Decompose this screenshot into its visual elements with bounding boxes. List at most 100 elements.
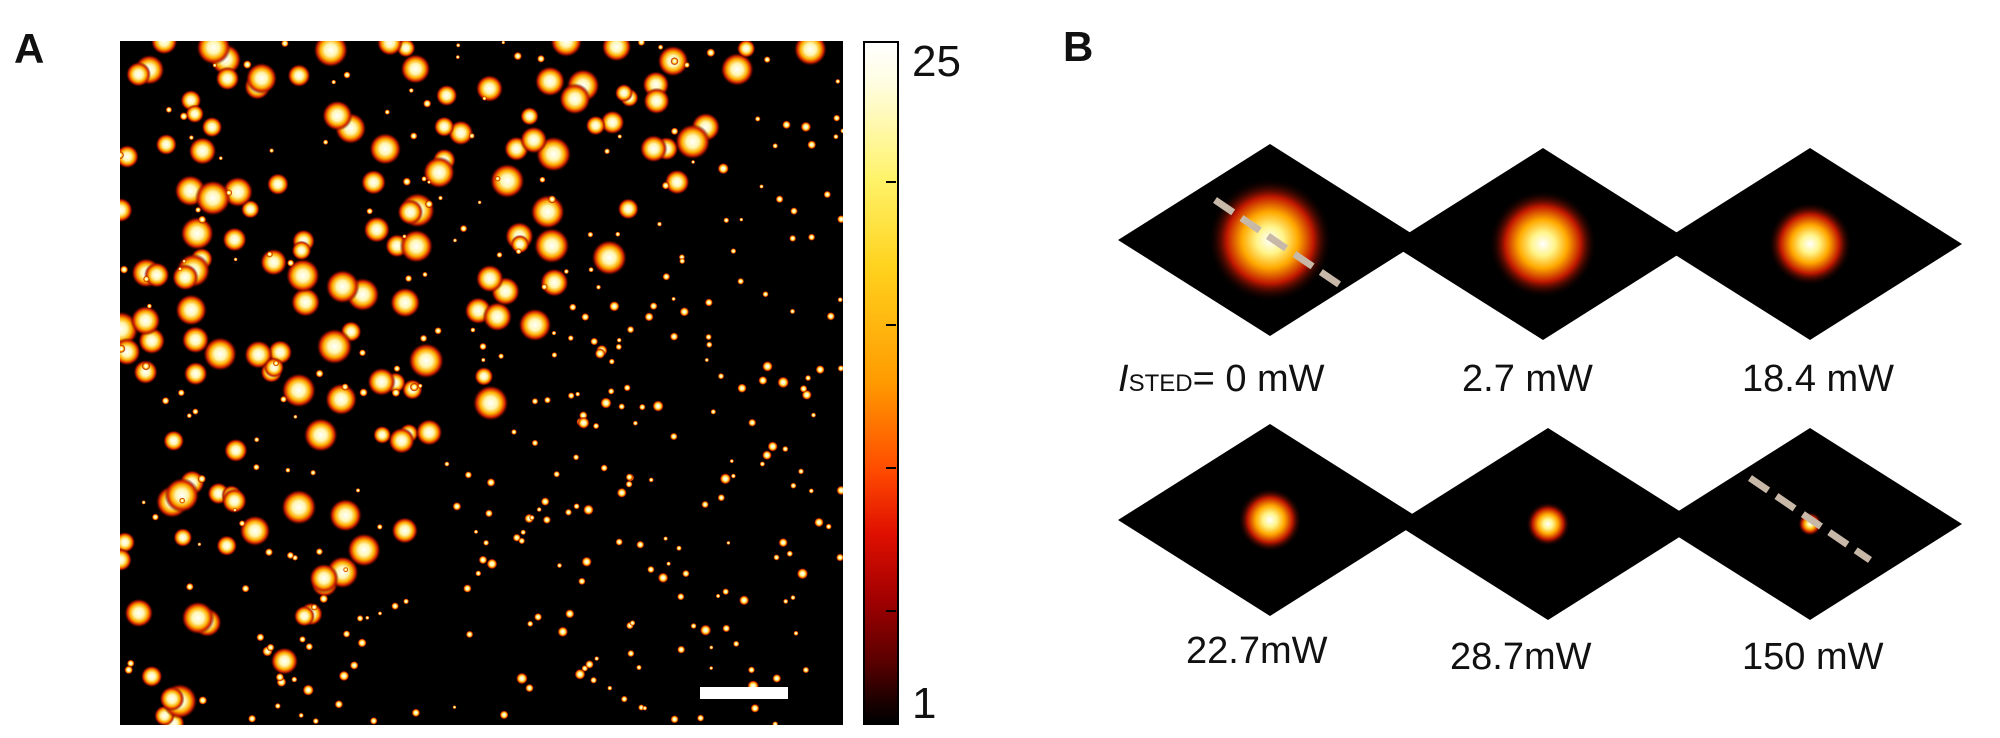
confocal-spot — [367, 367, 396, 396]
sted-spot — [604, 148, 611, 155]
sted-spot — [618, 403, 626, 410]
sted-spot — [212, 63, 218, 68]
confocal-spot — [720, 52, 754, 87]
power-label-0mw: ISTED= 0 mW — [1118, 358, 1325, 400]
confocal-spot — [144, 262, 170, 288]
sted-spot — [498, 353, 505, 360]
confocal-spot — [369, 132, 402, 165]
confocal-spot — [309, 563, 339, 594]
confocal-spot — [120, 197, 133, 223]
sted-spot — [588, 266, 594, 273]
sted-spot — [188, 135, 194, 141]
line-profile-marker — [1748, 475, 1872, 563]
sted-spot — [814, 517, 824, 528]
sted-spot — [656, 221, 663, 227]
sted-spot — [384, 109, 391, 115]
sted-spot — [616, 337, 622, 343]
sted-spot — [739, 217, 744, 222]
sted-spot — [629, 620, 636, 626]
sted-spot — [670, 57, 679, 66]
sted-spot — [758, 375, 768, 386]
sted-spot — [772, 673, 782, 683]
sted-spot — [600, 464, 608, 472]
sted-spot — [525, 683, 534, 693]
sted-spot — [569, 303, 577, 312]
confocal-spot — [281, 373, 317, 408]
confocal-spot — [287, 64, 311, 88]
sted-spot — [146, 303, 153, 309]
sted-spot — [572, 454, 580, 461]
sted-spot — [594, 348, 606, 359]
sted-spot — [272, 360, 280, 367]
confocal-spot — [363, 216, 391, 243]
sted-spot — [729, 458, 734, 464]
sted-spot — [516, 672, 528, 685]
sted-spot — [452, 502, 462, 511]
power-label-22-7mw: 22.7mW — [1186, 630, 1328, 672]
sted-spot — [501, 41, 506, 45]
sted-spot — [726, 540, 731, 545]
confocal-spot — [617, 198, 639, 220]
sted-spot — [662, 272, 671, 281]
sted-spot — [747, 666, 756, 674]
sted-spot — [578, 577, 586, 586]
confocal-spot — [316, 328, 353, 365]
confocal-spot — [224, 438, 248, 463]
confocal-spot — [643, 87, 670, 115]
sted-spot — [198, 215, 207, 224]
confocal-spot — [475, 74, 504, 103]
sted-spot — [165, 106, 173, 114]
power-label-28-7mw: 28.7mW — [1450, 636, 1592, 678]
psf-panel — [1118, 144, 1962, 620]
fluorescent-spots — [120, 41, 843, 725]
confocal-spot — [245, 62, 278, 95]
confocal-spot — [263, 357, 285, 378]
sted-spot — [575, 391, 581, 397]
sted-spot — [581, 312, 590, 322]
sted-spot — [302, 684, 314, 696]
sted-spot — [444, 461, 450, 467]
confocal-spot — [322, 100, 353, 131]
psf-image-2 — [1658, 148, 1962, 340]
sted-spot — [564, 508, 573, 516]
sted-spot — [455, 54, 460, 60]
confocal-spot — [373, 425, 392, 444]
sted-spot — [411, 708, 421, 718]
sted-spot — [709, 645, 714, 650]
confocal-spot — [601, 41, 632, 62]
sted-spot — [563, 268, 570, 275]
sted-spot — [661, 181, 670, 190]
psf-image-1 — [1391, 148, 1695, 340]
sted-spot — [754, 116, 761, 122]
sted-spot — [455, 43, 461, 48]
confocal-spot — [482, 301, 513, 332]
sted-spot — [408, 87, 414, 94]
sted-spot — [671, 296, 676, 302]
confocal-spot — [664, 169, 690, 195]
sted-spot — [796, 568, 809, 580]
sted-spot — [682, 569, 690, 578]
confocal-spot — [120, 531, 136, 553]
sted-spot — [391, 602, 399, 610]
sted-spot — [218, 156, 223, 161]
sted-spot — [486, 558, 498, 570]
sted-spot — [585, 660, 594, 669]
psf-image-5 — [1658, 428, 1962, 620]
sted-spot — [647, 565, 655, 574]
sted-spot — [763, 56, 771, 64]
sted-spot — [264, 548, 274, 557]
confocal-spot — [591, 239, 628, 276]
sted-spot — [608, 358, 615, 365]
sted-spot — [802, 666, 810, 674]
sted-spot — [592, 422, 600, 430]
sted-spot — [459, 224, 468, 233]
sted-spot — [590, 676, 598, 684]
sted-spot — [312, 717, 319, 725]
confocal-spot — [140, 665, 163, 688]
sted-spot — [266, 643, 275, 652]
sted-spot — [540, 497, 550, 506]
colorbar-min-label: 1 — [912, 679, 937, 728]
sted-spot — [704, 298, 714, 307]
sted-spot — [424, 200, 434, 209]
sted-spot — [511, 429, 517, 435]
